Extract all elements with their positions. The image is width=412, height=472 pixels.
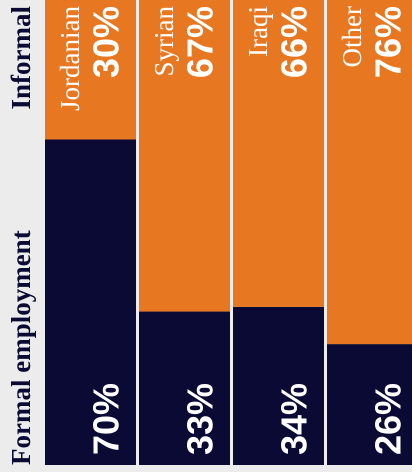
category-label: Iraqi	[243, 6, 273, 57]
category-label: Syrian	[149, 6, 179, 77]
value-label: 30%	[86, 6, 127, 78]
value-label: 67%	[180, 6, 221, 78]
category-label: Other	[337, 6, 367, 67]
value-label: 66%	[274, 6, 315, 78]
value-label: 76%	[368, 6, 409, 78]
chart: Formal employment Informal Jordanian30% 7…	[0, 0, 412, 472]
value-label: 26%	[368, 383, 409, 455]
value-label: 33%	[180, 383, 221, 455]
page: {"chart_data": {"type": "bar", "stacked"…	[0, 0, 412, 472]
legend-informal: Informal	[6, 6, 36, 110]
legend-formal: Formal employment	[6, 230, 36, 465]
category-label: Jordanian	[55, 6, 85, 111]
value-label: 70%	[86, 383, 127, 455]
value-label: 34%	[274, 383, 315, 455]
